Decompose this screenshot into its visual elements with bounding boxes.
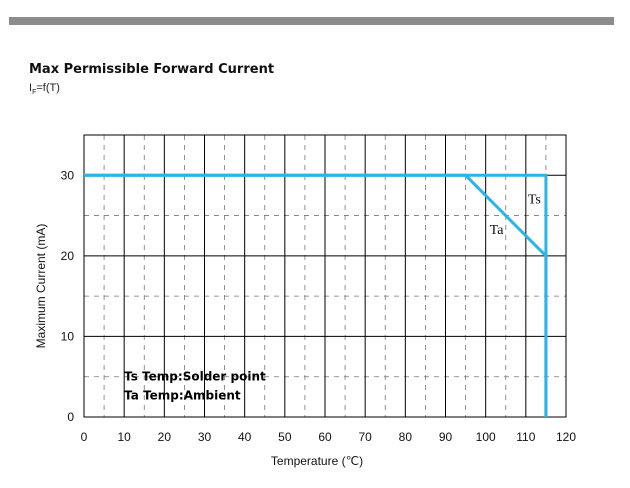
y-tick-label: 20 — [61, 249, 75, 263]
series-label-ta: Ta — [490, 223, 505, 238]
series-layer — [84, 173, 548, 417]
header-bar — [9, 17, 614, 25]
annotation-solder-point: Ts Temp:Solder point — [124, 370, 266, 384]
x-tick-label: 120 — [556, 430, 576, 444]
y-tick-label: 0 — [67, 410, 74, 424]
x-tick-label: 40 — [238, 430, 252, 444]
y-tick-labels: 0 10 20 30 — [61, 168, 75, 424]
x-tick-label: 20 — [158, 430, 172, 444]
subtitle-rest: =f(T) — [36, 82, 60, 94]
x-tick-label: 100 — [476, 430, 496, 444]
x-tick-label: 10 — [117, 430, 131, 444]
x-tick-label: 80 — [399, 430, 413, 444]
x-tick-label: 30 — [198, 430, 212, 444]
plot-frame — [83, 134, 567, 418]
x-tick-label: 70 — [358, 430, 372, 444]
x-tick-label: 50 — [278, 430, 292, 444]
x-tick-labels: 0 10 20 30 40 50 60 70 80 90 100 110 120 — [81, 430, 577, 444]
x-axis-title: Temperature (℃) — [271, 454, 363, 468]
x-tick-label: 110 — [516, 430, 535, 444]
series-line-ta — [84, 173, 548, 417]
x-tick-label: 60 — [318, 430, 332, 444]
chart-title: Max Permissible Forward Current — [29, 62, 275, 77]
subtitle-main: I — [29, 82, 33, 94]
chart-subtitle: IF=f(T) — [29, 82, 60, 96]
series-label-ts: Ts — [528, 192, 541, 207]
x-tick-label: 0 — [81, 430, 88, 444]
annotation-ambient: Ta Temp:Ambient — [124, 388, 241, 402]
y-tick-label: 30 — [61, 168, 75, 182]
subtitle-sub: F — [32, 89, 37, 97]
y-axis-title: Maximum Current (mA) — [34, 224, 48, 349]
x-tick-label: 90 — [439, 430, 453, 444]
y-tick-label: 10 — [61, 329, 75, 343]
